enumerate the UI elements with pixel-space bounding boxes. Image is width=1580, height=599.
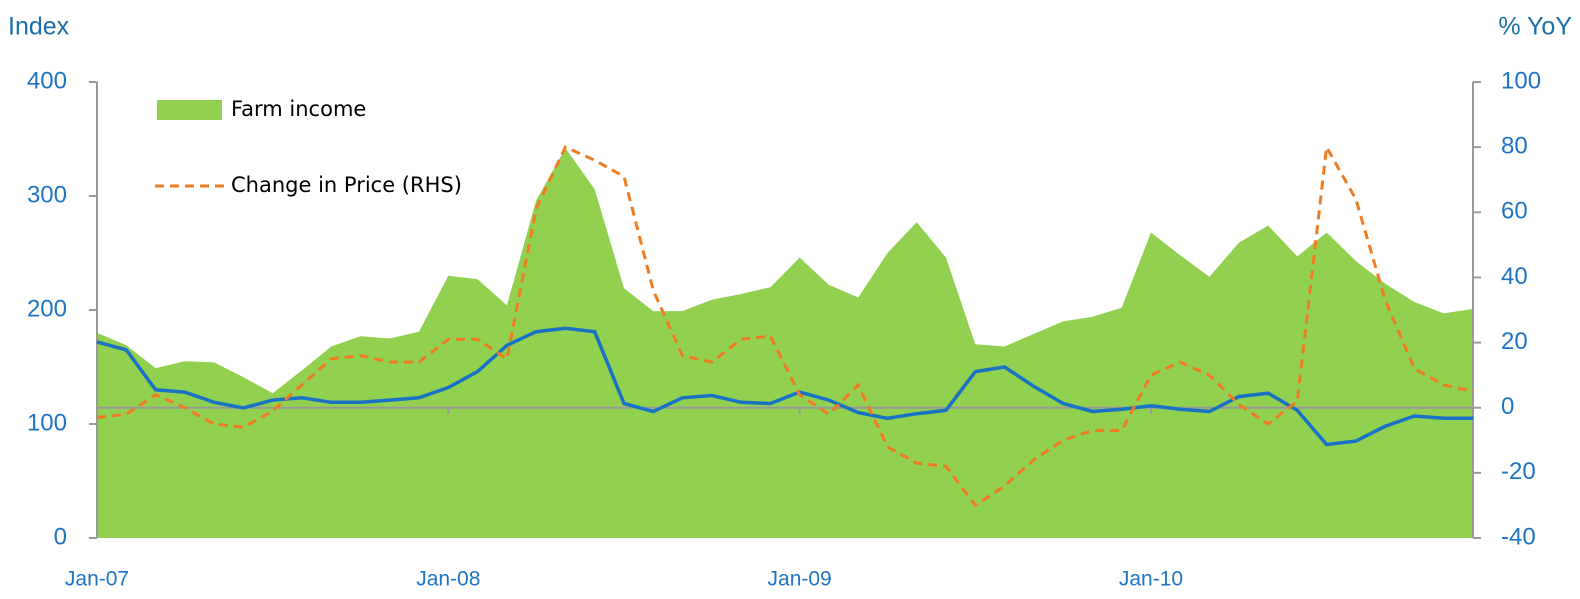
y-tick-label: 0	[54, 523, 67, 550]
line	[96, 142, 1474, 508]
x-tick-label: Jan-07	[65, 568, 129, 591]
area	[97, 148, 1473, 538]
y2-axis-label: % YoY	[1498, 13, 1572, 41]
y2-tick-label: 20	[1501, 328, 1528, 355]
line	[96, 326, 1473, 447]
y2-tick-label: 60	[1501, 198, 1528, 225]
x-tick-label: Jan-08	[416, 568, 480, 591]
legend-label: Change in Price (RHS)	[231, 173, 462, 197]
y2-tick-label: 80	[1501, 132, 1528, 159]
x-tick-label: Jan-09	[768, 568, 832, 591]
legend-label: Farm income	[231, 97, 366, 121]
y2-tick-label: -20	[1501, 458, 1536, 485]
y-tick-label: 400	[27, 67, 67, 94]
x-tick-label: Jan-10	[1119, 568, 1183, 591]
y2-tick-label: 40	[1501, 263, 1528, 290]
y2-tick-label: 0	[1501, 393, 1514, 420]
y-axis-label: Index	[8, 13, 70, 41]
y-tick-label: 200	[27, 295, 67, 322]
legend-swatch	[157, 100, 222, 120]
y-tick-label: 100	[27, 409, 67, 436]
y-tick-label: 300	[27, 181, 67, 208]
y2-tick-label: 100	[1501, 67, 1541, 94]
y2-tick-label: -40	[1501, 523, 1536, 550]
